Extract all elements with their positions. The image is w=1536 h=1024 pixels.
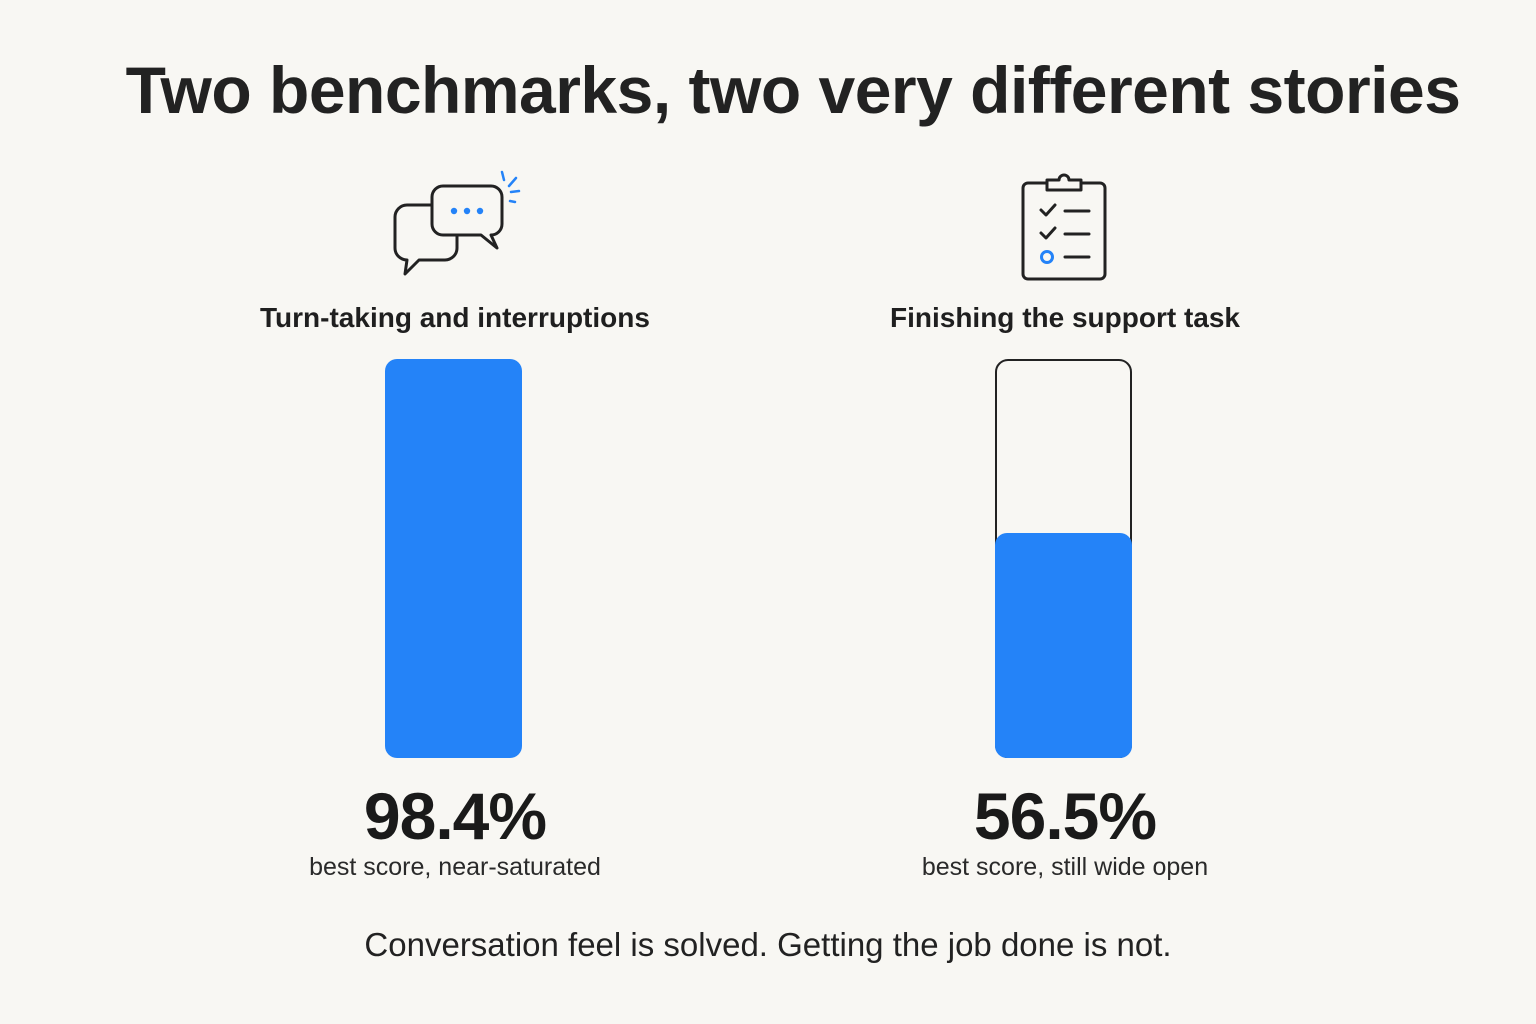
benchmark-label: Finishing the support task (889, 302, 1240, 333)
benchmark-label: Turn-taking and interruptions (260, 302, 650, 333)
value-label: 56.5% (973, 779, 1157, 853)
benchmark-panel-turn-taking: Turn-taking and interruptions 98.4% best… (195, 160, 715, 900)
value-caption: best score, near-saturated (309, 853, 601, 881)
benchmark-panel-support-task: Finishing the support task 56.5% best sc… (805, 160, 1325, 900)
bar-chart-support-task (995, 359, 1132, 758)
clipboard-checklist-icon (1021, 173, 1107, 281)
bar-support-task (995, 533, 1132, 758)
bar-turn-taking (385, 359, 522, 758)
bar-chart-turn-taking (385, 359, 522, 758)
value-caption: best score, still wide open (921, 853, 1209, 881)
chart-title: Two benchmarks, two very different stori… (125, 53, 1461, 127)
footer-takeaway: Conversation feel is solved. Getting the… (364, 926, 1172, 963)
chat-bubbles-icon (393, 170, 521, 276)
value-label: 98.4% (363, 779, 547, 853)
